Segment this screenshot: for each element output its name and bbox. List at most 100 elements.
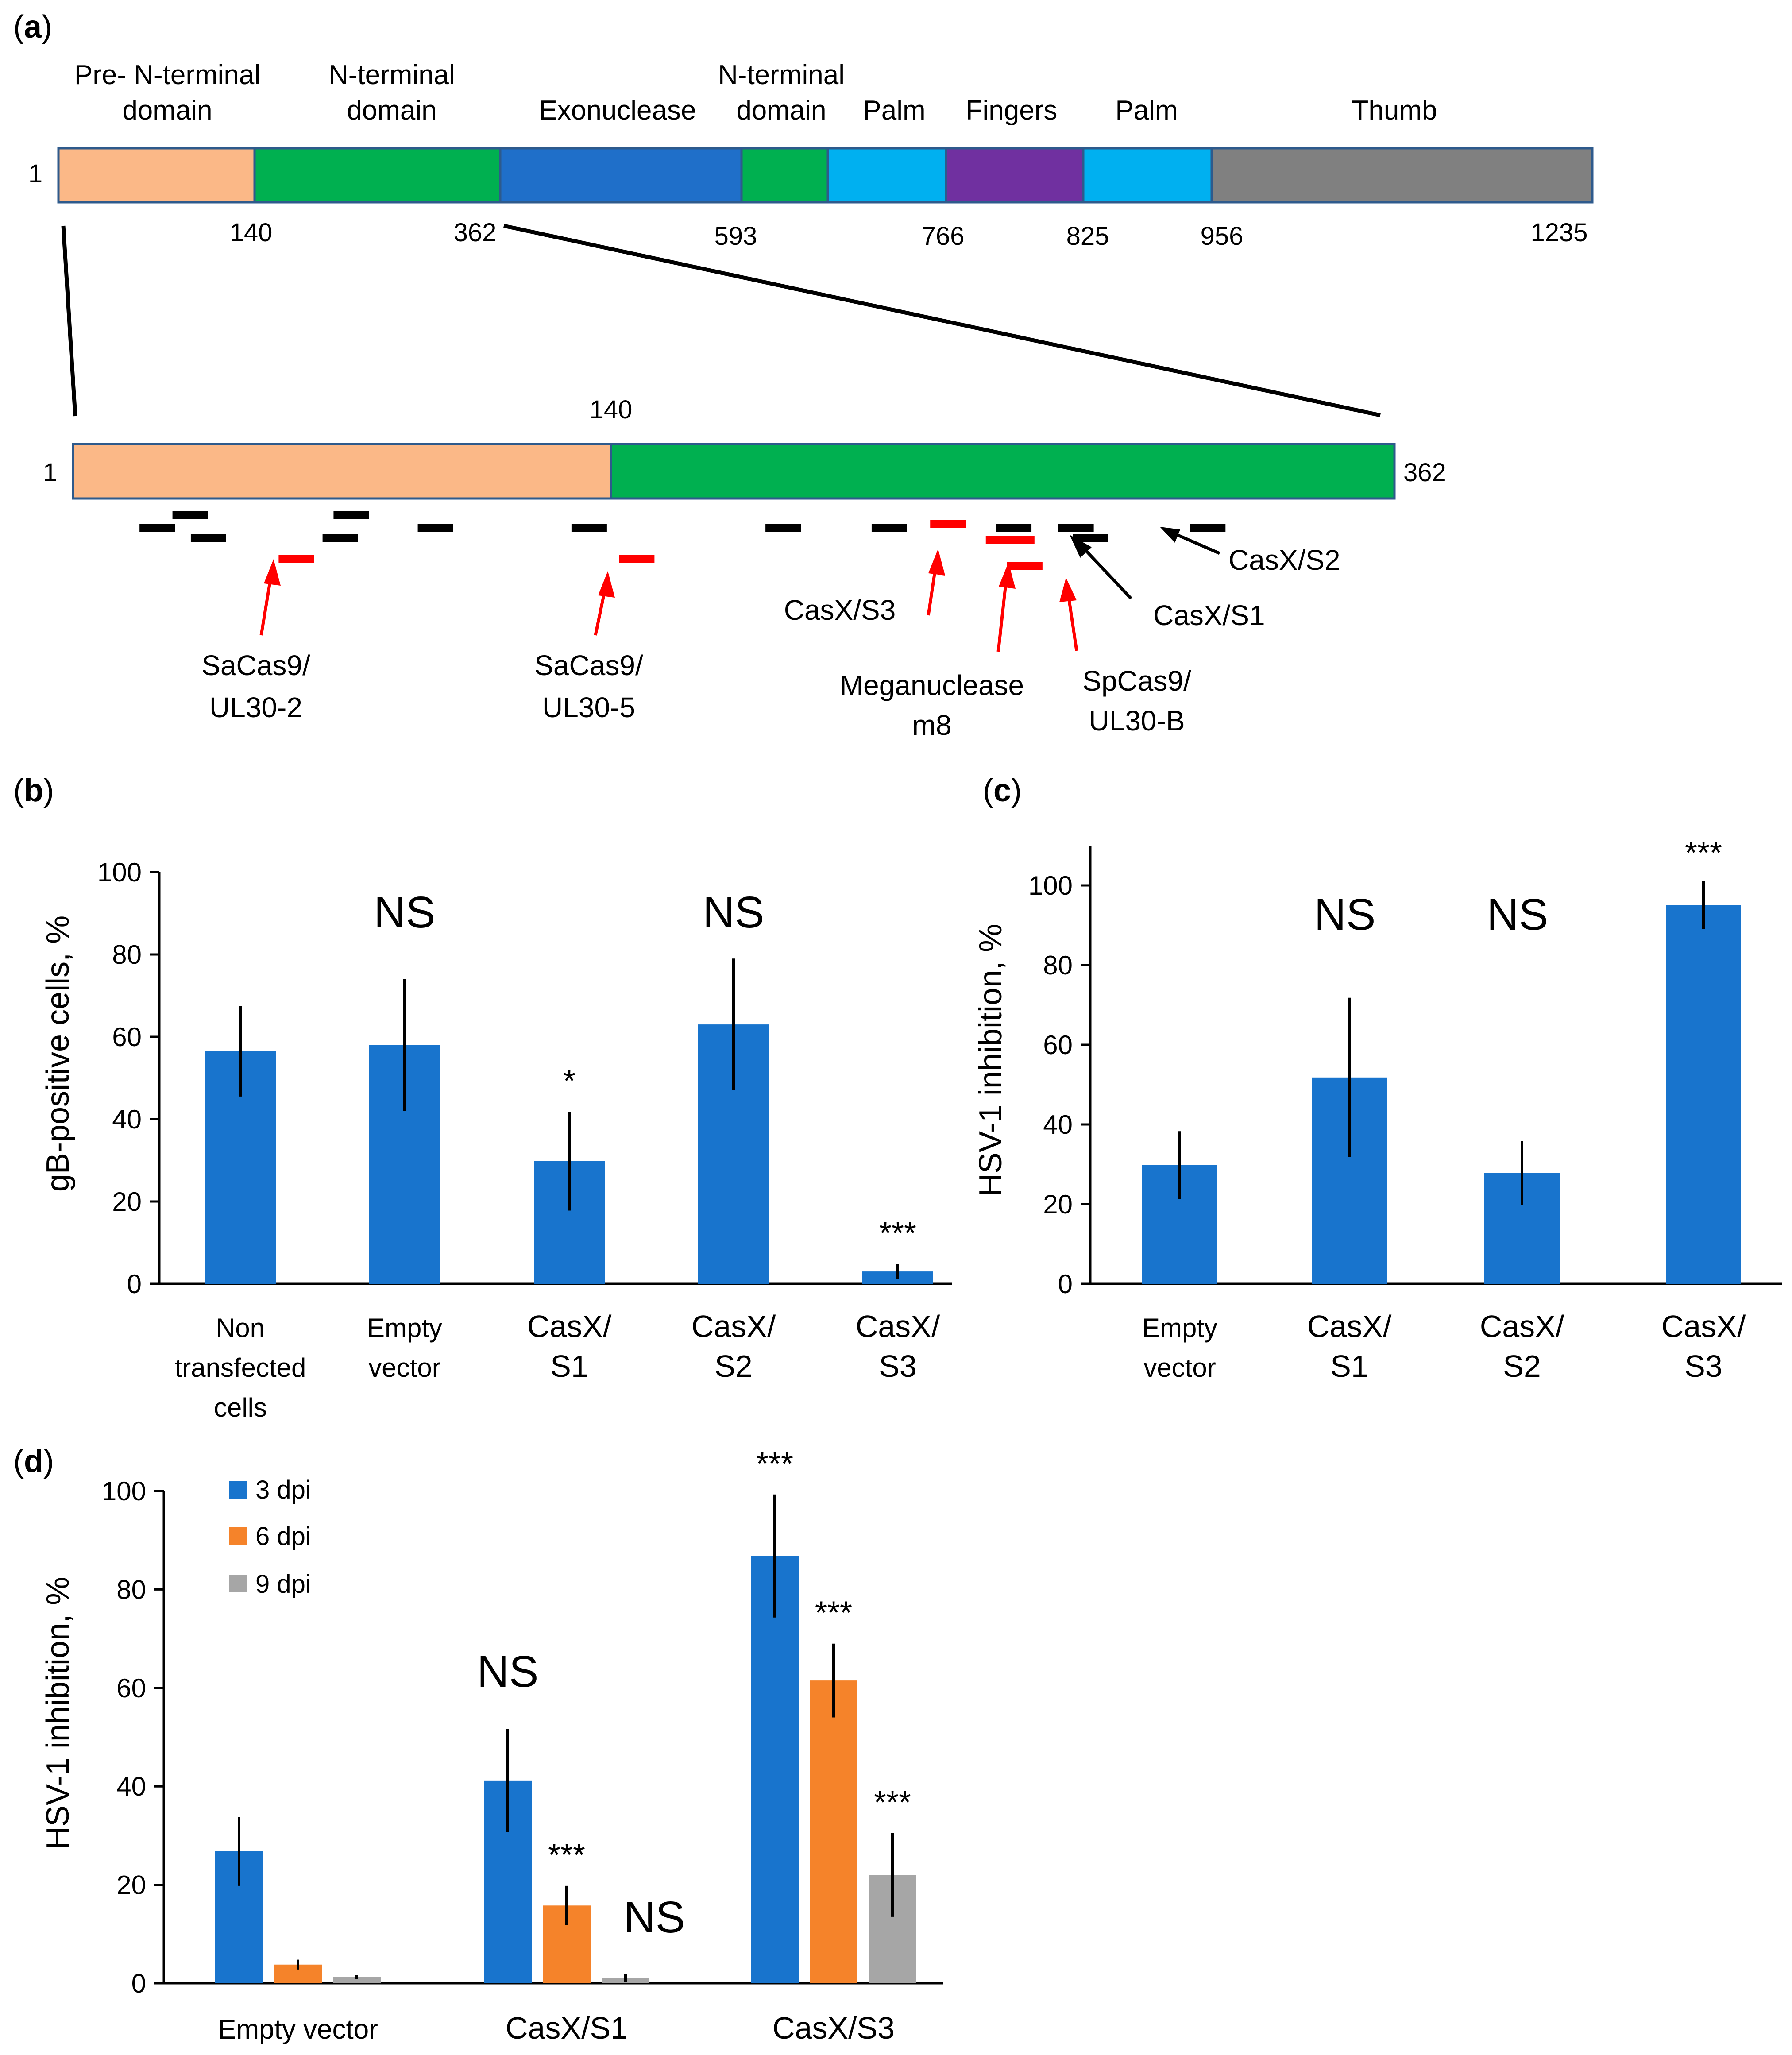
position-tick-label: 766 (922, 222, 965, 251)
category-label: S2 (714, 1349, 753, 1383)
chart-b-labels: Non transfected cells NS Empty vector * CasX/S1… (175, 888, 940, 1422)
annotation-label: SpCas9/ (1082, 665, 1191, 697)
position-tick-label: 1235 (1530, 218, 1587, 247)
domain-name: Palm (1115, 95, 1178, 126)
zoom-line-left (61, 225, 77, 417)
annotation-casx-s2: CasX/S2 (1160, 527, 1340, 576)
position-ticks: 140 362 593 766 825 956 1235 (230, 218, 1588, 251)
guide-mark-black (172, 511, 208, 519)
y-tick-label: 0 (1058, 1269, 1073, 1299)
chart-b-ylabel: gB-positive cells, % (40, 915, 76, 1192)
annotation-label: CasX/S1 (1153, 599, 1265, 631)
domain-segment (945, 147, 1085, 204)
chart-b-bars (205, 958, 933, 1284)
y-tick-label: 60 (116, 1673, 146, 1703)
annotation-label: CasX/S2 (1228, 544, 1340, 576)
domain-name: Fingers (966, 95, 1058, 126)
chart-d-ylabel: HSV-1 inhibition, % (40, 1577, 76, 1850)
zoom-bar-mid-label: 140 (590, 395, 633, 424)
zoom-pre-n-terminal-segment (72, 443, 612, 500)
category-label: Empty vector (218, 2014, 378, 2045)
domain-bar-start-label: 1 (28, 159, 42, 188)
domain-segments (57, 147, 1594, 204)
annotation-sacas9-ul30-2: SaCas9/ UL30-2 (201, 559, 310, 723)
category-label: CasX/ (1307, 1309, 1392, 1344)
category-label: CasX/ (1661, 1309, 1746, 1344)
y-tick-label: 80 (112, 940, 142, 970)
guide-mark-red (619, 555, 655, 563)
guide-mark-black (1058, 524, 1094, 532)
category-label: S3 (879, 1349, 917, 1383)
category-label: CasX/ (691, 1309, 776, 1344)
position-tick-label: 593 (714, 222, 757, 251)
chart-c-bars (1142, 881, 1741, 1284)
y-tick-label: 100 (97, 858, 142, 887)
arrow-head-icon (999, 562, 1016, 589)
y-tick-label: 60 (1043, 1030, 1073, 1060)
panel-label-d: (d) (13, 1444, 54, 1479)
guide-mark-black (333, 511, 369, 519)
category-label: vector (368, 1353, 440, 1383)
chart-c-labels: Empty vector NS CasX/S1 NS CasX/S2 *** CasX/S3 (1142, 835, 1746, 1383)
arrow-head-icon (1059, 578, 1077, 602)
annotation-label: CasX/S3 (784, 594, 896, 626)
domain-name: Pre- N-terminal (74, 60, 260, 90)
y-tick-label: 40 (1043, 1110, 1073, 1140)
chart-b: gB-positive cells, % 0 20 40 60 80 100 Non tra… (40, 858, 952, 1422)
bar (751, 1556, 799, 1983)
category-label: S1 (1330, 1349, 1368, 1383)
bar (810, 1680, 857, 1983)
annotation-casx-s1: CasX/S1 (1070, 535, 1265, 631)
guide-mark-black (996, 524, 1032, 532)
domain-segment (826, 147, 947, 204)
chart-d-bars (215, 1494, 916, 1983)
guide-mark-black (190, 534, 226, 542)
domain-segment (1210, 147, 1594, 204)
y-tick-label: 60 (112, 1022, 142, 1052)
significance-label: *** (815, 1595, 852, 1631)
category-label: Empty (1142, 1313, 1217, 1343)
chart-c-axes: 0 20 40 60 80 100 (1028, 846, 1782, 1299)
significance-label: * (563, 1063, 575, 1099)
arrow-head-icon (1070, 535, 1092, 558)
category-label: Empty (367, 1313, 442, 1343)
y-tick-label: 100 (1028, 871, 1073, 900)
category-label: S3 (1684, 1349, 1722, 1383)
guide-mark-black (765, 524, 801, 532)
annotation-spcas9-ul30-b: SpCas9/ UL30-B (1059, 578, 1191, 737)
zoom-bar-end-label: 362 (1403, 458, 1446, 487)
y-tick-label: 80 (116, 1575, 146, 1604)
y-tick-label: 40 (112, 1105, 142, 1134)
domain-segment (1082, 147, 1213, 204)
domain-name: N-terminal (718, 60, 845, 90)
annotation-label: UL30-2 (209, 691, 302, 723)
panel-label-b: (b) (13, 773, 54, 808)
significance-label: NS (374, 888, 436, 937)
y-tick-label: 20 (116, 1870, 146, 1900)
annotation-label: m8 (912, 709, 952, 741)
y-tick-label: 40 (116, 1772, 146, 1801)
guide-mark-black (417, 524, 453, 532)
guide-mark-black (571, 524, 607, 532)
chart-d-legend: 3 dpi 6 dpi 9 dpi (229, 1476, 311, 1599)
domain-names: Pre- N-terminal domain N-terminal domain Exo… (74, 60, 1437, 126)
domain-name: N-terminal (328, 60, 455, 90)
significance-label: NS (477, 1647, 539, 1696)
category-label: CasX/ (527, 1309, 612, 1344)
chart-d-labels: NS *** *** *** NS *** Empty vector CasX/S1 CasX/… (218, 1446, 911, 2045)
guide-mark-red (930, 520, 966, 528)
significance-label: NS (703, 888, 765, 937)
position-tick-label: 956 (1201, 222, 1244, 251)
chart-c-ylabel: HSV-1 inhibition, % (973, 924, 1008, 1197)
annotation-label: UL30-B (1089, 705, 1185, 737)
y-tick-label: 20 (1043, 1190, 1073, 1219)
legend-label: 6 dpi (255, 1522, 311, 1551)
domain-segment (253, 147, 502, 204)
annotation-sacas9-ul30-5: SaCas9/ UL30-5 (534, 571, 643, 723)
annotation-meganuclease-m8: Meganuclease m8 (840, 562, 1024, 741)
category-label: transfected (175, 1353, 306, 1383)
position-tick-label: 140 (230, 218, 273, 247)
category-label: CasX/S3 (772, 2011, 895, 2045)
annotation-arrow (996, 575, 1008, 652)
guide-target-marks (139, 511, 1226, 570)
